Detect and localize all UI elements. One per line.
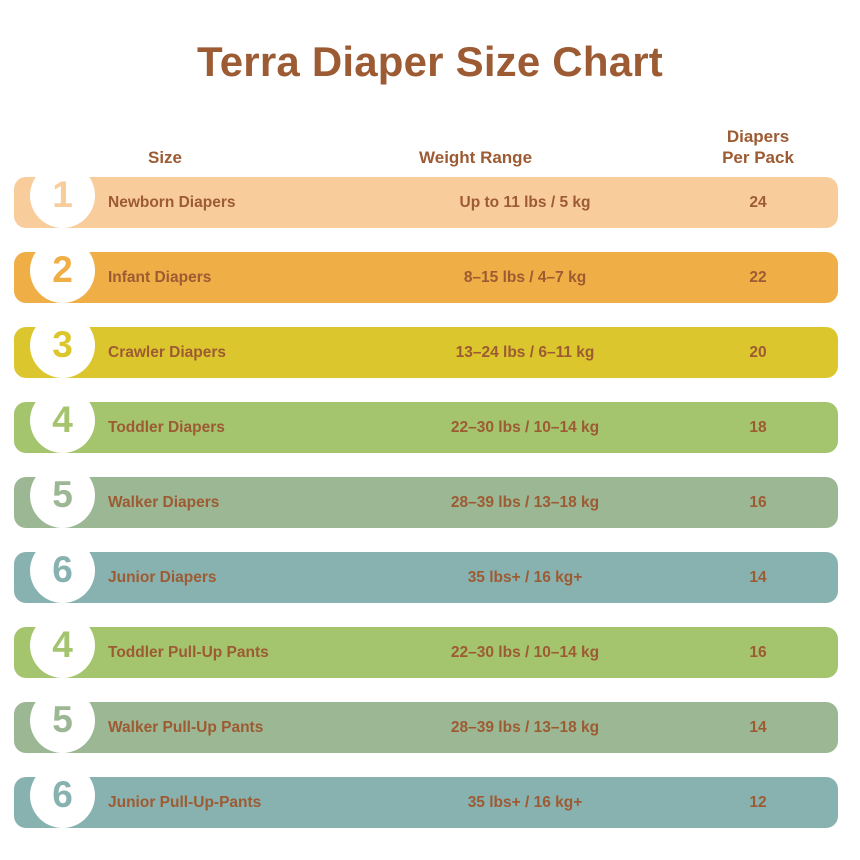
- size-number: 1: [52, 174, 73, 215]
- product-name: Walker Pull-Up Pants: [108, 718, 264, 736]
- weight-range-value: Up to 11 lbs / 5 kg: [459, 193, 591, 211]
- column-header-diapers-per-pack-line2: Per Pack: [722, 148, 794, 167]
- diapers-per-pack-value: 16: [749, 493, 767, 511]
- size-number: 5: [52, 474, 73, 515]
- row-color-bar: [14, 477, 838, 528]
- page-title: Terra Diaper Size Chart: [197, 38, 663, 85]
- weight-range-value: 28–39 lbs / 13–18 kg: [450, 493, 600, 511]
- table-row: 4 Toddler Diapers 22–30 lbs / 10–14 kg 18: [0, 388, 860, 453]
- product-name: Walker Diapers: [108, 493, 220, 511]
- weight-range-value: 35 lbs+ / 16 kg+: [467, 568, 583, 586]
- size-number: 5: [52, 699, 73, 740]
- product-name: Newborn Diapers: [108, 193, 236, 211]
- column-header-size: Size: [148, 148, 183, 167]
- diapers-per-pack-value: 22: [749, 268, 767, 286]
- diapers-per-pack-value: 16: [749, 643, 767, 661]
- row-color-bar: [14, 327, 838, 378]
- diapers-per-pack-value: 24: [749, 193, 767, 211]
- column-header-diapers-per-pack-line1: Diapers: [726, 127, 790, 146]
- product-name: Crawler Diapers: [108, 343, 227, 361]
- size-badge: 5: [30, 463, 95, 528]
- table-row: 3 Crawler Diapers 13–24 lbs / 6–11 kg 20: [0, 313, 860, 378]
- row-color-bar: [14, 177, 838, 228]
- size-number: 2: [52, 249, 73, 290]
- size-badge: 1: [30, 163, 95, 228]
- column-header-diapers-per-pack: Diapers Per Pack: [700, 126, 816, 168]
- diapers-per-pack-value: 18: [749, 418, 767, 436]
- table-row: 6 Junior Pull-Up-Pants 35 lbs+ / 16 kg+ 12: [0, 763, 860, 828]
- column-header-weight-range: Weight Range: [419, 148, 533, 167]
- size-badge: 6: [30, 763, 95, 828]
- size-badge: 5: [30, 688, 95, 753]
- size-badge: 2: [30, 238, 95, 303]
- row-color-bar: [14, 252, 838, 303]
- size-badge: 6: [30, 538, 95, 603]
- row-color-bar: [14, 627, 838, 678]
- diapers-per-pack-value: 14: [749, 568, 767, 586]
- table-row: 5 Walker Diapers 28–39 lbs / 13–18 kg 16: [0, 463, 860, 528]
- size-number: 6: [52, 549, 73, 590]
- weight-range-value: 8–15 lbs / 4–7 kg: [463, 268, 587, 286]
- table-row: 1 Newborn Diapers Up to 11 lbs / 5 kg 24: [0, 163, 860, 228]
- row-color-bar: [14, 777, 838, 828]
- size-number: 4: [52, 624, 73, 665]
- product-name: Infant Diapers: [108, 268, 212, 286]
- size-number: 6: [52, 774, 73, 815]
- weight-range-value: 28–39 lbs / 13–18 kg: [450, 718, 600, 736]
- size-rows-list: 1 Newborn Diapers Up to 11 lbs / 5 kg 24 2 In…: [0, 163, 860, 852]
- size-badge: 4: [30, 613, 95, 678]
- weight-range-value: 35 lbs+ / 16 kg+: [467, 793, 583, 811]
- size-number: 3: [52, 324, 73, 365]
- size-badge: 3: [30, 313, 95, 378]
- row-color-bar: [14, 402, 838, 453]
- table-row: 5 Walker Pull-Up Pants 28–39 lbs / 13–18 k…: [0, 688, 860, 753]
- row-color-bar: [14, 702, 838, 753]
- table-row: 4 Toddler Pull-Up Pants 22–30 lbs / 10–14 …: [0, 613, 860, 678]
- table-row: 2 Infant Diapers 8–15 lbs / 4–7 kg 22: [0, 238, 860, 303]
- product-name: Junior Pull-Up-Pants: [108, 793, 262, 811]
- row-color-bar: [14, 552, 838, 603]
- size-badge: 4: [30, 388, 95, 453]
- diapers-per-pack-value: 12: [749, 793, 767, 811]
- diapers-per-pack-value: 14: [749, 718, 767, 736]
- product-name: Junior Diapers: [108, 568, 217, 586]
- product-name: Toddler Diapers: [108, 418, 225, 436]
- column-header-row: Size Weight Range Diapers Per Pack: [0, 122, 860, 168]
- size-number: 4: [52, 399, 73, 440]
- product-name: Toddler Pull-Up Pants: [108, 643, 269, 661]
- weight-range-value: 22–30 lbs / 10–14 kg: [450, 418, 600, 436]
- table-row: 6 Junior Diapers 35 lbs+ / 16 kg+ 14: [0, 538, 860, 603]
- diapers-per-pack-value: 20: [749, 343, 767, 361]
- weight-range-value: 22–30 lbs / 10–14 kg: [450, 643, 600, 661]
- weight-range-value: 13–24 lbs / 6–11 kg: [455, 343, 595, 361]
